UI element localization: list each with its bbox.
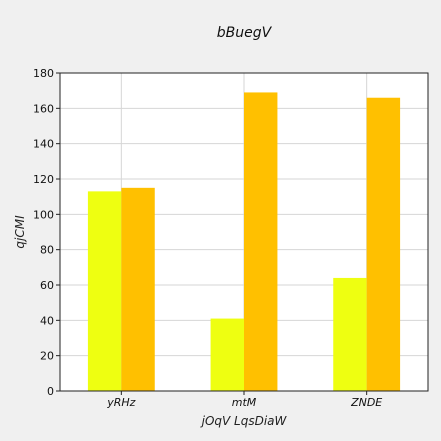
y-tick-label: 160 (33, 102, 54, 115)
bar-series-1-ZNDE (333, 277, 367, 391)
y-tick-label: 120 (33, 173, 54, 186)
x-axis-title: jOqV LqsDiaW (200, 414, 288, 428)
y-tick-label: 100 (33, 208, 54, 221)
y-tick-label: 180 (33, 67, 54, 80)
chart-title: bBuegV (217, 25, 273, 41)
y-axis-title: qjCMI (13, 215, 27, 249)
bar-series-2-mtM (244, 92, 278, 391)
y-tick-label: 0 (47, 385, 54, 398)
x-axis: yRHz mtM ZNDE (106, 391, 382, 409)
y-tick-label: 40 (40, 314, 54, 327)
y-tick-label: 60 (40, 279, 54, 292)
bar-series-1-yRHz (87, 191, 122, 391)
y-tick-label: 20 (40, 350, 54, 363)
y-tick-label: 80 (40, 244, 54, 257)
bar-series-2-ZNDE (366, 97, 401, 391)
x-tick-label: mtM (232, 396, 257, 409)
y-axis: 0 20 40 60 80 100 120 140 160 180 (33, 67, 60, 398)
x-tick-label: ZNDE (350, 396, 382, 409)
bar-series-1-mtM (210, 318, 244, 391)
bars (87, 92, 401, 391)
bar-series-2-yRHz (121, 187, 155, 391)
y-tick-label: 140 (33, 138, 54, 151)
x-tick-label: yRHz (106, 396, 135, 409)
